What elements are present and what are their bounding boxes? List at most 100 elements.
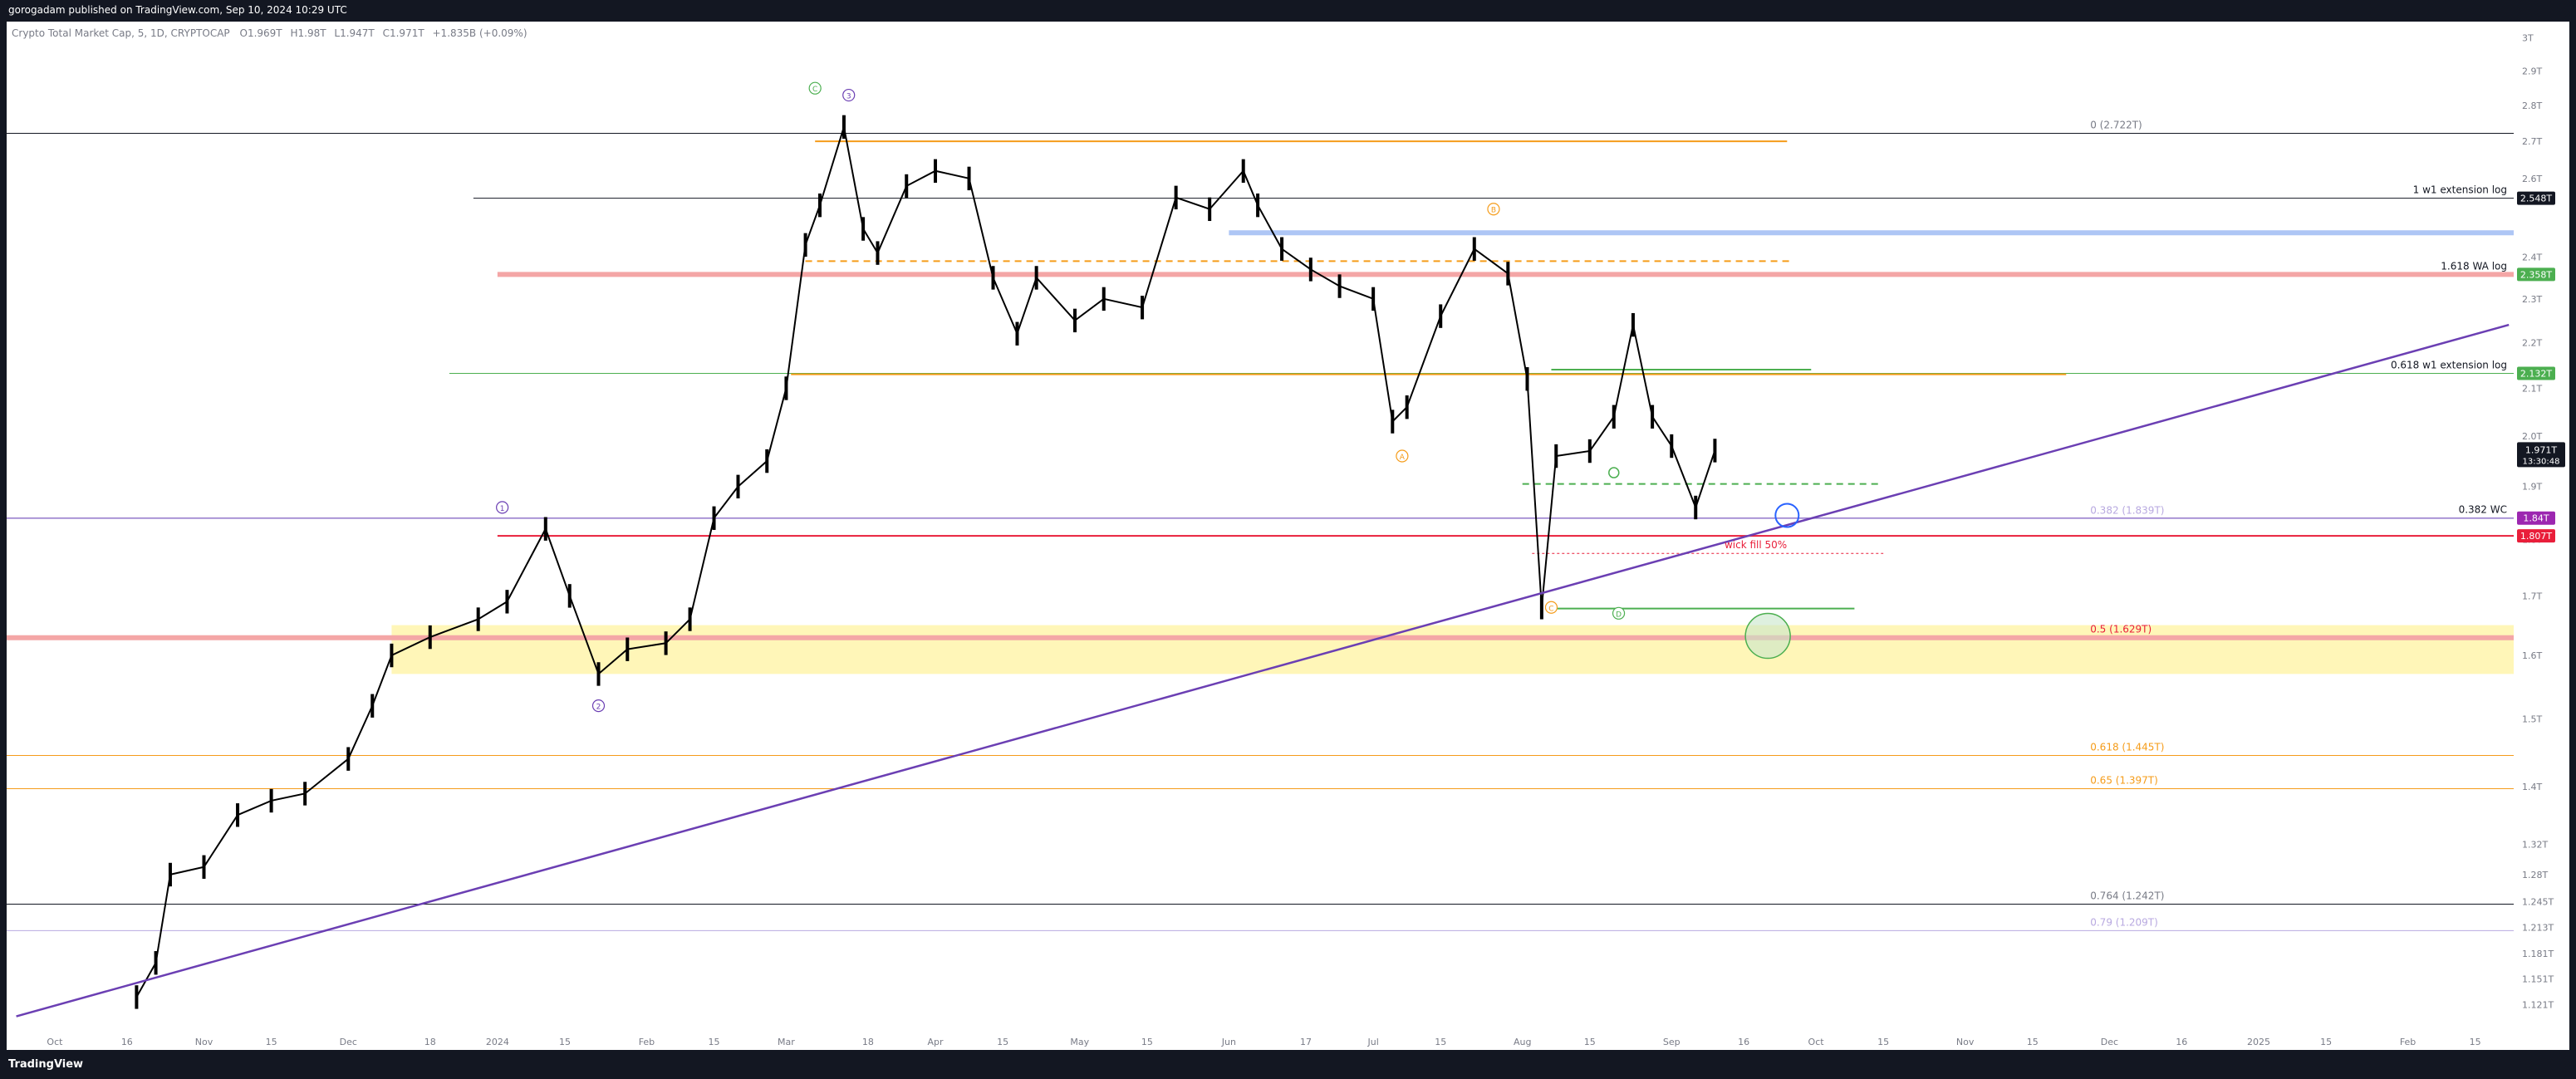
x-tick-label: 16 xyxy=(121,1037,133,1047)
candle[interactable] xyxy=(688,607,692,631)
candle[interactable] xyxy=(505,590,509,614)
candle[interactable] xyxy=(712,506,716,530)
candle[interactable] xyxy=(1587,439,1592,463)
candle[interactable] xyxy=(1713,439,1717,463)
x-axis: Oct 16 Nov 15 Dec 18 2024 15 Feb 15 Mar 18 Apr 15 May 1… xyxy=(47,1037,2480,1047)
candle[interactable] xyxy=(803,233,807,257)
x-tick-label: 18 xyxy=(862,1037,874,1047)
candle[interactable] xyxy=(135,985,139,1009)
candle[interactable] xyxy=(543,517,547,541)
price-chart[interactable]: Crypto Total Market Cap, 5, 1D, CRYPTOCA… xyxy=(7,22,2569,1050)
candle[interactable] xyxy=(1034,266,1038,290)
price-tag-label: 2.132T xyxy=(2520,368,2552,379)
candle[interactable] xyxy=(567,584,572,608)
candle[interactable] xyxy=(390,643,394,668)
trend-layer xyxy=(16,323,2510,1018)
candle[interactable] xyxy=(1308,257,1313,282)
candle[interactable] xyxy=(1241,159,1245,184)
target-circle-blue[interactable] xyxy=(1774,503,1800,528)
candle[interactable] xyxy=(154,951,158,975)
candle[interactable] xyxy=(303,782,307,806)
candle[interactable] xyxy=(346,747,351,771)
candle[interactable] xyxy=(626,637,630,661)
wave-marker xyxy=(1396,449,1409,463)
level-label: 1.618 WA log xyxy=(2441,260,2507,272)
candle[interactable] xyxy=(1141,296,1145,320)
candle[interactable] xyxy=(1371,287,1376,311)
target-circle-green[interactable] xyxy=(1744,612,1791,660)
x-tick-label: Jun xyxy=(1221,1037,1236,1047)
candle[interactable] xyxy=(1405,395,1409,419)
candle[interactable] xyxy=(1506,262,1510,286)
wave-label: C xyxy=(812,86,817,94)
candle[interactable] xyxy=(1539,596,1543,620)
candle[interactable] xyxy=(1337,274,1342,298)
x-tick-label: 15 xyxy=(266,1037,277,1047)
candle[interactable] xyxy=(1015,321,1019,346)
candle[interactable] xyxy=(476,607,480,631)
candle[interactable] xyxy=(841,115,846,140)
chart-area[interactable]: Crypto Total Market Cap, 5, 1D, CRYPTOCA… xyxy=(7,22,2569,1050)
candle[interactable] xyxy=(1651,405,1655,429)
candle[interactable] xyxy=(1072,308,1077,333)
candle[interactable] xyxy=(1391,410,1395,434)
candle[interactable] xyxy=(1102,287,1106,311)
price-series-line[interactable] xyxy=(135,126,1716,998)
ascending-trendline[interactable] xyxy=(16,323,2510,1018)
x-tick-label: 15 xyxy=(559,1037,571,1047)
wave-label: 2 xyxy=(596,704,601,712)
candle[interactable] xyxy=(1208,197,1212,222)
candle[interactable] xyxy=(370,694,375,718)
candle[interactable] xyxy=(1472,237,1476,261)
candle[interactable] xyxy=(861,217,866,241)
candle[interactable] xyxy=(905,174,909,199)
candle[interactable] xyxy=(168,862,172,887)
candle[interactable] xyxy=(664,631,668,655)
x-tick-label: 16 xyxy=(1738,1037,1749,1047)
symbol-name: Crypto Total Market Cap, 5, 1D, CRYPTOCA… xyxy=(12,27,230,39)
candle[interactable] xyxy=(1525,367,1529,391)
wave-label: C xyxy=(1548,605,1553,613)
x-tick-label: 15 xyxy=(1435,1037,1446,1047)
level-label: 0.382 (1.839T) xyxy=(2090,504,2164,516)
price-tag xyxy=(2517,366,2555,380)
x-tick-label: 15 xyxy=(1877,1037,1889,1047)
low-label: L xyxy=(334,27,340,39)
x-tick-label: Oct xyxy=(1808,1037,1825,1047)
candle[interactable] xyxy=(1612,405,1616,429)
x-tick-label: Mar xyxy=(778,1037,795,1047)
candle[interactable] xyxy=(236,803,240,827)
candle[interactable] xyxy=(784,376,788,400)
candle[interactable] xyxy=(765,449,769,473)
candle[interactable] xyxy=(1280,237,1284,261)
candle[interactable] xyxy=(876,241,880,265)
y-tick-label: 2.7T xyxy=(2522,136,2542,147)
candle[interactable] xyxy=(596,662,601,686)
candle[interactable] xyxy=(1174,185,1178,210)
support-zone xyxy=(391,625,2514,674)
y-tick-label: 2.8T xyxy=(2522,101,2542,111)
candle[interactable] xyxy=(991,266,995,290)
wave-label: A xyxy=(1400,454,1406,462)
candle[interactable] xyxy=(202,855,206,879)
symbol-info: Crypto Total Market Cap, 5, 1D, CRYPTOCA… xyxy=(12,27,527,39)
small-circle-green[interactable] xyxy=(1608,467,1620,478)
close-value: 1.971T xyxy=(390,27,424,39)
x-tick-label: 15 xyxy=(1141,1037,1153,1047)
candle[interactable] xyxy=(428,625,432,650)
price-tag-label: 2.548T xyxy=(2520,194,2552,204)
y-tick-label: 2.1T xyxy=(2522,383,2542,394)
candle[interactable] xyxy=(933,159,937,184)
candle[interactable] xyxy=(817,193,822,218)
candle[interactable] xyxy=(1554,444,1558,468)
candle[interactable] xyxy=(1631,312,1635,337)
candle[interactable] xyxy=(1439,304,1443,328)
candle[interactable] xyxy=(967,166,971,191)
tradingview-logo[interactable]: TradingView xyxy=(8,1058,84,1071)
candle[interactable] xyxy=(1256,193,1260,218)
candle[interactable] xyxy=(1694,495,1698,520)
candle[interactable] xyxy=(736,474,740,499)
zones-layer xyxy=(391,625,2514,674)
candle[interactable] xyxy=(269,788,273,813)
candle[interactable] xyxy=(1670,434,1674,459)
